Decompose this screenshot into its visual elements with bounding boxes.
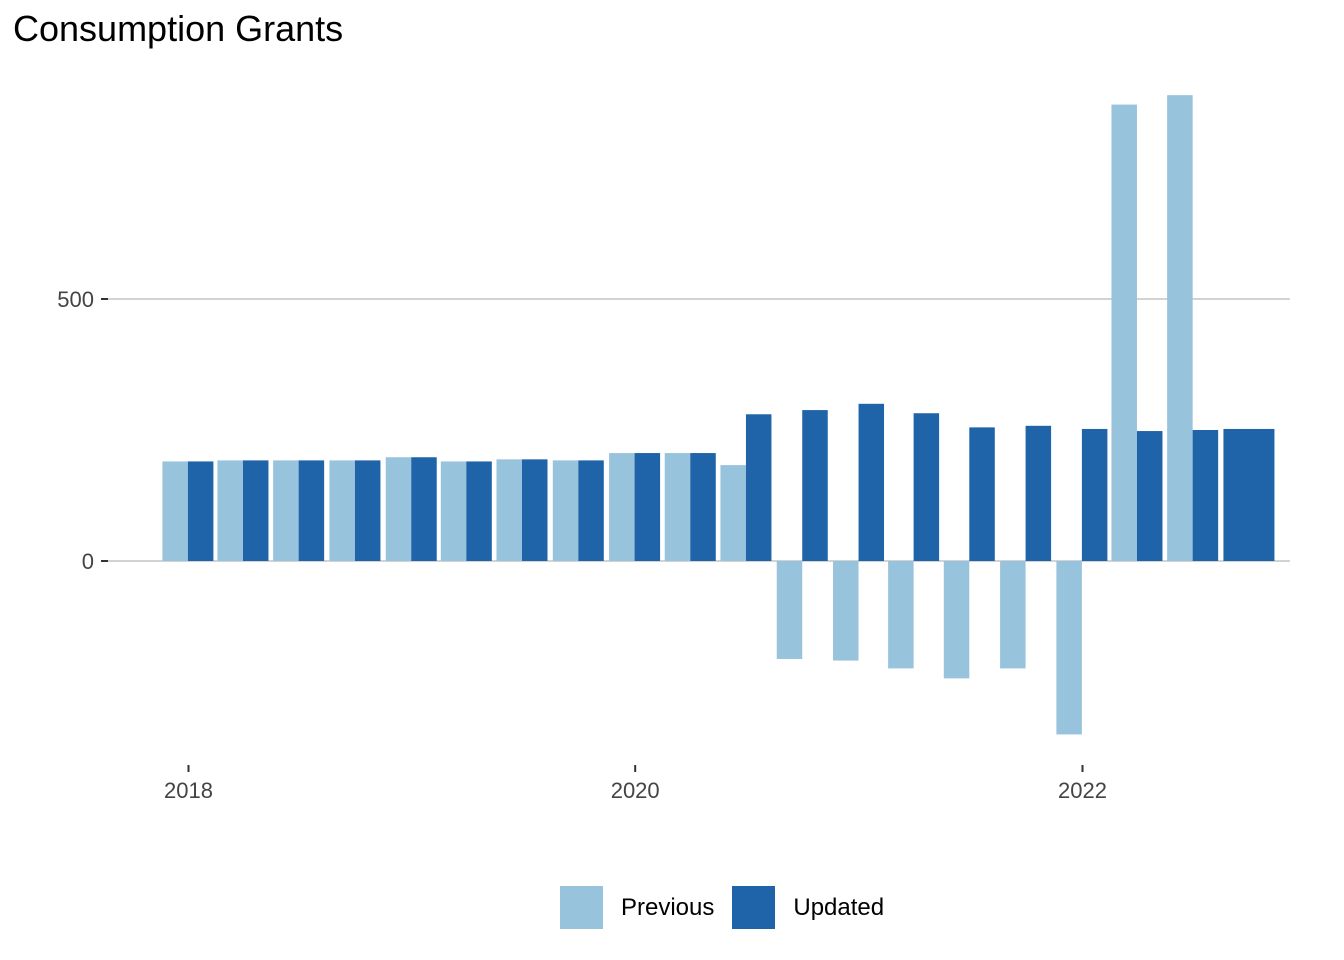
bar-updated (466, 461, 492, 561)
bars (162, 95, 1275, 735)
bar-chart: 0 500 2018 2020 2022 (57, 95, 1290, 803)
bar-updated (187, 461, 214, 561)
bar-previous (609, 453, 635, 561)
bar-previous (162, 461, 188, 561)
bar-updated (690, 453, 716, 561)
bar-updated (411, 457, 437, 561)
bar-previous (888, 561, 914, 669)
bar-updated (354, 460, 381, 561)
x-tick-label: 2022 (1058, 778, 1107, 803)
bar-updated (745, 414, 772, 561)
bar-updated (858, 403, 885, 561)
legend-key-updated (732, 886, 776, 929)
bar-previous (1167, 95, 1193, 561)
bar-previous (440, 461, 467, 561)
bar-previous (720, 465, 746, 561)
bar-updated (969, 427, 995, 561)
x-tick-label: 2020 (611, 778, 660, 803)
bar-updated (1081, 428, 1108, 561)
bar-previous (1000, 561, 1026, 669)
bar-previous (1056, 561, 1082, 735)
bar-updated (1223, 428, 1275, 561)
x-tick-label: 2018 (164, 778, 213, 803)
bar-previous (943, 561, 970, 679)
y-tick-label: 500 (57, 287, 94, 312)
bar-previous (776, 561, 803, 659)
bar-previous (217, 460, 243, 561)
bar-previous (833, 561, 859, 661)
bar-previous (496, 459, 522, 561)
bar-previous (664, 453, 691, 561)
bar-previous (1111, 104, 1137, 561)
legend-item-previous: Previous (560, 886, 714, 929)
bar-updated (242, 460, 269, 561)
legend-key-previous (560, 886, 603, 929)
bar-previous (552, 460, 579, 561)
chart-title: Consumption Grants (13, 8, 344, 49)
legend-label-updated: Updated (793, 893, 885, 921)
bar-updated (1136, 431, 1163, 561)
bar-updated (298, 460, 325, 561)
axes: 0 500 2018 2020 2022 (57, 287, 1107, 803)
bar-updated (1192, 430, 1219, 561)
bar-updated (521, 459, 548, 561)
bar-updated (802, 410, 828, 561)
legend: Previous Updated (560, 886, 902, 929)
bar-previous (385, 457, 412, 561)
bar-updated (578, 460, 604, 561)
bar-previous (273, 460, 299, 561)
bar-updated (913, 413, 940, 561)
bar-updated (1025, 425, 1052, 561)
legend-label-previous: Previous (621, 893, 715, 921)
y-tick-label: 0 (82, 549, 94, 574)
bar-updated (634, 453, 661, 561)
bar-previous (329, 460, 355, 561)
legend-item-updated: Updated (732, 886, 884, 929)
